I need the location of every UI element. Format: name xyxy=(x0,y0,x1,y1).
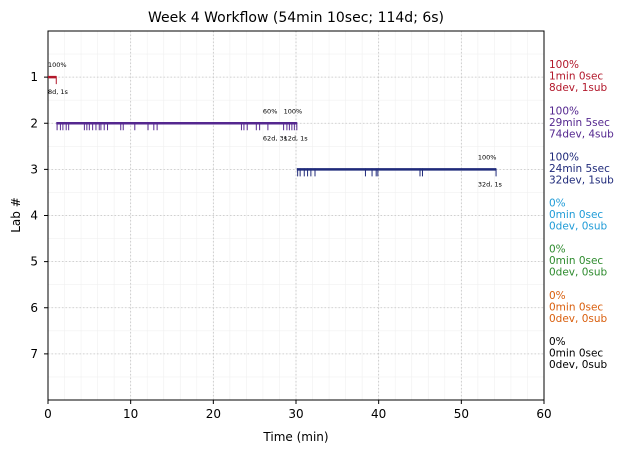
lab-2-summary-line: 74dev, 4sub xyxy=(549,128,614,140)
lab-2-summary-line: 100% xyxy=(549,105,579,117)
lab-3-stats-annotation: 32d, 1s xyxy=(478,180,503,188)
axis-ticks: 0 10 20 30 40 50 60 1 2 3 4 5 6 7 xyxy=(30,70,551,421)
y-tick-label: 4 xyxy=(30,209,38,223)
lab-7-summary-line: 0% xyxy=(549,336,566,348)
lab-6-summary-line: 0% xyxy=(549,290,566,302)
y-axis-label: Lab # xyxy=(9,197,23,233)
y-tick-label: 1 xyxy=(30,70,38,84)
y-tick-label: 7 xyxy=(30,347,38,361)
lab-7-summary-line: 0dev, 0sub xyxy=(549,359,608,371)
lab-2-stats-annotation: 62d, 3s xyxy=(263,134,288,142)
y-tick-label: 5 xyxy=(30,255,38,269)
y-tick-label: 6 xyxy=(30,301,38,315)
lab-4-summary-line: 0% xyxy=(549,198,566,210)
lab-5-summary-line: 0min 0sec xyxy=(549,255,603,267)
lab-1-summary-line: 8dev, 1sub xyxy=(549,82,608,94)
grid-lines xyxy=(47,31,545,400)
lab-3-progress-annotation: 100% xyxy=(478,153,497,161)
lab-2-progress-annotation: 100% xyxy=(284,107,303,115)
x-tick-label: 30 xyxy=(288,407,303,421)
x-tick-label: 0 xyxy=(44,407,52,421)
x-tick-label: 50 xyxy=(454,407,469,421)
x-axis-label: Time (min) xyxy=(262,430,328,444)
lab-1-summary-line: 100% xyxy=(549,59,579,71)
lab-3-summary-line: 32dev, 1sub xyxy=(549,174,614,186)
lab-4-summary-line: 0dev, 0sub xyxy=(549,221,608,233)
lab-3-summary-line: 24min 5sec xyxy=(549,163,610,175)
lab-1-summary-line: 1min 0sec xyxy=(549,71,603,83)
lab-1-progress-annotation: 100% xyxy=(48,61,67,69)
chart-title: Week 4 Workflow (54min 10sec; 114d; 6s) xyxy=(148,10,444,26)
lab-5-summary-line: 0dev, 0sub xyxy=(549,267,608,279)
lab-2-summary-line: 29min 5sec xyxy=(549,117,610,129)
lab-3-summary-line: 100% xyxy=(549,151,579,163)
lab-1-stats-annotation: 8d, 1s xyxy=(48,88,69,96)
lab-5-summary-line: 0% xyxy=(549,244,566,256)
x-tick-label: 60 xyxy=(536,407,551,421)
lab-2-progress-annotation: 60% xyxy=(263,107,277,115)
lab-4-summary-line: 0min 0sec xyxy=(549,209,603,221)
lab-6-summary-line: 0min 0sec xyxy=(549,301,603,313)
x-tick-label: 40 xyxy=(371,407,386,421)
y-tick-label: 2 xyxy=(30,116,38,130)
y-tick-label: 3 xyxy=(30,162,38,176)
lab-6-summary-line: 0dev, 0sub xyxy=(549,313,608,325)
x-tick-label: 10 xyxy=(123,407,138,421)
x-tick-label: 20 xyxy=(206,407,221,421)
lab-7-summary-line: 0min 0sec xyxy=(549,347,603,359)
timeline-marks: 100% 8d, 1s 60% 62d, 3s 100% 12d, 1s 100% 32d, … xyxy=(48,61,503,188)
lab-2-stats-annotation: 12d, 1s xyxy=(284,134,309,142)
